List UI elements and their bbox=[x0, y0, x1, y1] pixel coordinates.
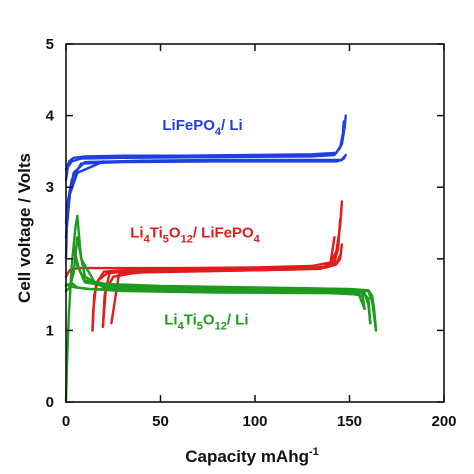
series-0-curve-3 bbox=[64, 155, 345, 225]
x-tick-label: 200 bbox=[431, 413, 456, 430]
series-1-curve-4 bbox=[101, 236, 336, 328]
series-0 bbox=[64, 114, 347, 260]
series-0-label: LiFePO4/ Li bbox=[162, 117, 242, 138]
x-tick-label: 150 bbox=[337, 413, 362, 430]
series-0-curve-4 bbox=[64, 160, 106, 260]
axes: 0 50 100 150 200 0 1 2 3 4 5 bbox=[46, 36, 457, 430]
x-tick-label: 100 bbox=[242, 413, 267, 430]
x-axis-label: Capacity mAhg-1 bbox=[185, 446, 319, 466]
plot-frame bbox=[65, 43, 445, 403]
plot-area bbox=[64, 114, 378, 404]
y-tick-label: 3 bbox=[46, 179, 54, 196]
axis-labels: Cell voltage / Volts Capacity mAhg-1 bbox=[15, 153, 319, 466]
series-annotations: LiFePO4/ Li Li4Ti5O12/ LiFePO4 Li4Ti5O12/ … bbox=[130, 117, 260, 333]
x-tick-label: 0 bbox=[62, 413, 70, 430]
series-0-curve-2 bbox=[64, 120, 345, 182]
series-2-curve-5 bbox=[64, 283, 366, 311]
series-1-label: Li4Ti5O12/ LiFePO4 bbox=[130, 224, 260, 245]
y-tick-label: 2 bbox=[46, 251, 54, 268]
y-tick-label: 0 bbox=[46, 394, 54, 411]
series-2-curve-3 bbox=[74, 253, 372, 325]
series-2-label: Li4Ti5O12/ Li bbox=[164, 312, 248, 333]
y-tick-label: 5 bbox=[46, 36, 54, 53]
x-tick-label: 50 bbox=[152, 413, 169, 430]
series-2 bbox=[64, 214, 378, 404]
y-tick-label: 4 bbox=[46, 108, 55, 125]
y-axis-label: Cell voltage / Volts bbox=[15, 153, 34, 303]
y-tick-label: 1 bbox=[46, 322, 54, 339]
series-1-curve-5 bbox=[110, 259, 336, 325]
